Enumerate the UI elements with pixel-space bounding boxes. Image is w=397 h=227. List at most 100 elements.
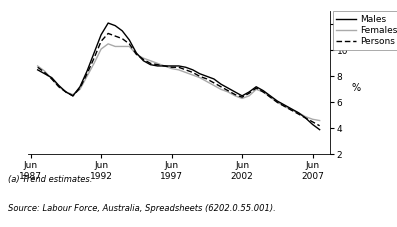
Persons <box>310 121 315 123</box>
Males <box>35 69 40 71</box>
Males <box>92 52 96 54</box>
Persons <box>99 40 104 43</box>
Persons <box>317 124 322 127</box>
Females <box>289 109 294 111</box>
Persons <box>296 113 301 115</box>
Males <box>77 85 82 88</box>
Males <box>219 83 224 86</box>
Females <box>141 57 146 59</box>
Males <box>162 65 167 67</box>
Persons <box>268 96 273 99</box>
Males <box>233 91 237 93</box>
Persons <box>176 66 181 69</box>
Males <box>254 85 258 88</box>
Females <box>134 53 139 56</box>
Males <box>49 76 54 79</box>
Persons <box>219 85 224 88</box>
Females <box>85 75 89 78</box>
Persons <box>148 62 153 65</box>
Females <box>77 88 82 91</box>
Males <box>127 39 132 41</box>
Males <box>191 69 195 71</box>
Females <box>71 93 75 96</box>
Males <box>176 65 181 67</box>
Females <box>261 91 266 93</box>
Females <box>247 94 252 97</box>
Persons <box>162 65 167 67</box>
Persons <box>77 87 82 89</box>
Females <box>282 105 287 108</box>
Females <box>191 74 195 76</box>
Females <box>204 80 209 83</box>
Line: Males: Males <box>38 23 320 130</box>
Females <box>303 115 308 118</box>
Males <box>317 128 322 131</box>
Females <box>113 45 118 48</box>
Females <box>317 119 322 122</box>
Persons <box>35 66 40 69</box>
Females <box>219 88 224 91</box>
Males <box>240 94 245 97</box>
Females <box>64 91 68 93</box>
Females <box>233 94 237 97</box>
Persons <box>49 78 54 80</box>
Females <box>275 101 280 104</box>
Females <box>99 48 104 50</box>
Females <box>35 65 40 67</box>
Males <box>134 52 139 54</box>
Females <box>197 76 202 79</box>
Persons <box>120 37 125 40</box>
Persons <box>247 92 252 95</box>
Line: Persons: Persons <box>38 33 320 126</box>
Males <box>169 65 174 67</box>
Persons <box>240 96 245 99</box>
Females <box>225 91 230 93</box>
Females <box>169 67 174 70</box>
Females <box>42 70 47 72</box>
Persons <box>254 87 258 89</box>
Persons <box>197 75 202 78</box>
Males <box>120 30 125 32</box>
Line: Females: Females <box>38 44 320 121</box>
Males <box>99 33 104 36</box>
Males <box>197 72 202 75</box>
Males <box>204 75 209 78</box>
Females <box>148 59 153 62</box>
Persons <box>85 72 89 75</box>
Males <box>225 87 230 89</box>
Persons <box>212 81 216 84</box>
Females <box>212 84 216 87</box>
Persons <box>71 94 75 97</box>
Persons <box>134 53 139 56</box>
Males <box>289 108 294 110</box>
Males <box>106 22 110 25</box>
Text: (a) Trend estimates.: (a) Trend estimates. <box>8 175 93 184</box>
Males <box>64 91 68 93</box>
Males <box>85 70 89 72</box>
Persons <box>183 69 188 71</box>
Males <box>155 65 160 67</box>
Females <box>268 96 273 99</box>
Females <box>310 118 315 121</box>
Persons <box>141 58 146 61</box>
Males <box>261 89 266 92</box>
Text: Source: Labour Force, Australia, Spreadsheets (6202.0.55.001).: Source: Labour Force, Australia, Spreads… <box>8 204 276 213</box>
Persons <box>64 91 68 93</box>
Males <box>183 66 188 69</box>
Males <box>71 94 75 97</box>
Males <box>113 24 118 27</box>
Persons <box>106 32 110 35</box>
Persons <box>127 42 132 45</box>
Persons <box>282 105 287 108</box>
Males <box>310 123 315 126</box>
Males <box>42 72 47 75</box>
Females <box>120 45 125 48</box>
Males <box>212 78 216 80</box>
Females <box>254 88 258 91</box>
Persons <box>289 109 294 111</box>
Persons <box>261 91 266 93</box>
Persons <box>113 35 118 37</box>
Persons <box>92 57 96 59</box>
Persons <box>204 78 209 80</box>
Females <box>56 85 61 88</box>
